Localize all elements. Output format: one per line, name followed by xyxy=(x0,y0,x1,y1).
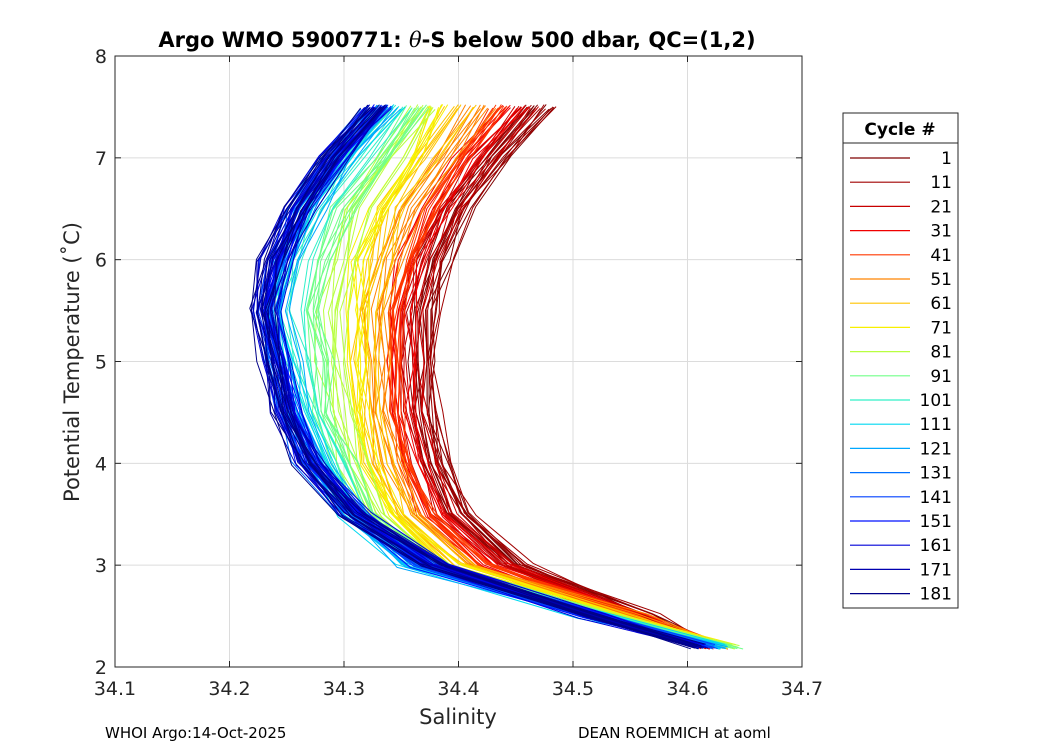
x-tick-label: 34.6 xyxy=(666,678,708,700)
legend-label: 71 xyxy=(930,318,952,338)
legend-label: 81 xyxy=(930,343,952,363)
legend-label: 21 xyxy=(930,197,952,217)
legend-label: 101 xyxy=(920,391,952,411)
profile-line xyxy=(266,107,703,647)
profile-line xyxy=(256,108,699,647)
profile-line xyxy=(355,104,731,645)
legend-label: 121 xyxy=(920,439,952,459)
profile-line xyxy=(382,107,722,646)
legend-label: 31 xyxy=(930,222,952,242)
plot-area: 34.1 34.2 34.3 34.4 34.5 34.6 34.7 2 3 4 5 6 7 8 xyxy=(94,46,823,700)
y-tick-label: 8 xyxy=(95,46,107,68)
chart-title-symbol: θ xyxy=(409,28,422,52)
profile-lines xyxy=(249,104,744,650)
legend-label: 111 xyxy=(920,415,952,435)
y-tick-label: 4 xyxy=(95,453,107,475)
profile-line xyxy=(410,106,719,648)
legend-label: 131 xyxy=(920,464,952,484)
y-tick-label: 5 xyxy=(95,352,107,374)
profile-line xyxy=(387,105,708,645)
legend-label: 91 xyxy=(930,367,952,387)
legend-label: 151 xyxy=(920,512,952,532)
axis-ticks: 34.1 34.2 34.3 34.4 34.5 34.6 34.7 2 3 4 5 6 7 8 xyxy=(94,46,823,700)
profile-line xyxy=(400,106,706,649)
y-tick-label: 3 xyxy=(95,555,107,577)
profile-line xyxy=(375,104,731,647)
profile-line xyxy=(261,106,698,647)
x-tick-label: 34.5 xyxy=(552,678,594,700)
legend-label: 161 xyxy=(920,536,952,556)
legend-entries: 1112131415161718191101111121131141151161… xyxy=(850,149,952,605)
profile-line xyxy=(274,105,702,648)
profile-line xyxy=(416,108,707,649)
legend-label: 11 xyxy=(930,173,952,193)
profile-line xyxy=(399,105,729,650)
footer-author: DEAN ROEMMICH at aoml xyxy=(578,724,771,742)
legend: Cycle # 11121314151617181911011111211311… xyxy=(842,112,959,609)
profile-line xyxy=(420,107,711,649)
x-tick-label: 34.4 xyxy=(437,678,479,700)
profile-line xyxy=(250,107,699,650)
legend-label: 1 xyxy=(941,149,952,169)
y-tick-label: 6 xyxy=(95,250,107,272)
legend-label: 141 xyxy=(920,488,952,508)
x-axis-label: Salinity xyxy=(419,705,497,729)
profile-line xyxy=(413,105,717,646)
chart-title-prefix: Argo WMO 5900771: xyxy=(158,28,409,52)
chart-title: Argo WMO 5900771: θ-S below 500 dbar, QC… xyxy=(158,28,755,52)
x-tick-label: 34.7 xyxy=(781,678,823,700)
x-tick-label: 34.1 xyxy=(94,678,136,700)
profile-line xyxy=(256,107,695,647)
legend-label: 61 xyxy=(930,294,952,314)
profile-line xyxy=(430,106,721,650)
y-tick-label: 7 xyxy=(95,148,107,170)
profile-line xyxy=(377,106,724,649)
legend-label: 41 xyxy=(930,246,952,266)
profile-line xyxy=(280,108,697,647)
legend-title: Cycle # xyxy=(864,120,935,140)
chart-title-suffix: -S below 500 dbar, QC=(1,2) xyxy=(422,28,756,52)
y-axis-label: Potential Temperature (˚C) xyxy=(60,222,84,502)
legend-label: 181 xyxy=(920,585,952,605)
x-tick-label: 34.2 xyxy=(208,678,250,700)
legend-box xyxy=(842,112,959,609)
profile-line xyxy=(257,106,691,650)
profile-line xyxy=(276,106,709,649)
footer-source: WHOI Argo:14-Oct-2025 xyxy=(105,724,287,742)
y-tick-label: 2 xyxy=(95,657,107,679)
legend-label: 51 xyxy=(930,270,952,290)
x-tick-label: 34.3 xyxy=(323,678,365,700)
legend-label: 171 xyxy=(920,560,952,580)
profile-line xyxy=(391,104,726,645)
